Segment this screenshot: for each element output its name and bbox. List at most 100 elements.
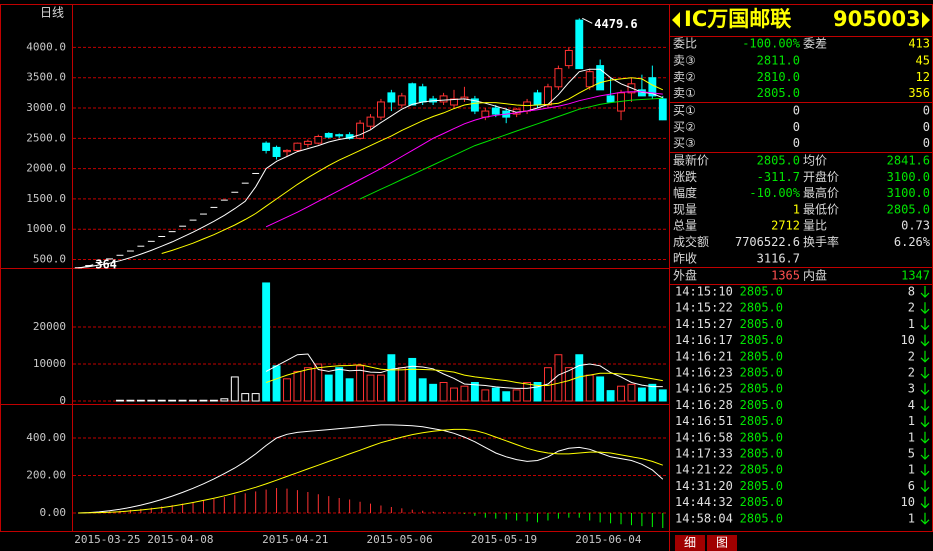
x-tick-label: 2015-05-19: [471, 533, 537, 546]
quote-value: 12: [916, 70, 930, 84]
quote-label: 均价: [803, 154, 827, 168]
volume-bar: [366, 374, 375, 402]
candle-body: [283, 149, 291, 153]
y-tick-label: 4000.0: [26, 40, 66, 53]
volume-bar: [512, 389, 521, 402]
tab-label[interactable]: 图: [716, 536, 728, 550]
candle-body: [272, 146, 281, 157]
quote-label: 换手率: [803, 234, 839, 249]
quote-label: 幅度: [673, 185, 697, 200]
tab-label[interactable]: 细: [684, 536, 696, 550]
tick-price: 2805.0: [740, 511, 783, 525]
volume-bar: [376, 374, 385, 402]
tick-price: 2805.0: [740, 382, 783, 396]
tick-time: 14:17:33: [675, 447, 733, 461]
volume-bar: [585, 374, 594, 402]
quote-value: 0: [923, 104, 930, 118]
quote-value: 2841.6: [887, 154, 930, 168]
candle-body: [314, 136, 323, 144]
tick-time: 14:15:27: [675, 317, 733, 331]
quote-value: 0.73: [901, 219, 930, 233]
quote-title: IC万国邮联: [684, 7, 791, 31]
quote-value: 2810.0: [757, 70, 800, 84]
volume-bar: [209, 399, 218, 402]
volume-bar: [241, 393, 250, 402]
quote-label: 内盘: [803, 268, 827, 283]
tick-time: 14:31:20: [675, 479, 733, 493]
candle-body: [366, 116, 375, 127]
candle-body: [293, 142, 302, 151]
tick-volume: 3: [908, 382, 915, 396]
quote-label: 买③: [673, 136, 696, 150]
candle-body: [564, 49, 573, 67]
candle-body: [585, 71, 594, 88]
y-tick-label: 0.00: [40, 506, 67, 519]
candle-body: [491, 107, 500, 115]
candle-body: [408, 83, 417, 106]
tick-price: 2805.0: [740, 317, 783, 331]
x-tick-label: 2015-05-06: [367, 533, 433, 546]
tick-price: 2805.0: [740, 349, 783, 363]
volume-bar: [502, 391, 511, 402]
tick-volume: 1: [908, 463, 915, 477]
quote-label: 卖①: [673, 86, 696, 100]
tick-price: 2805.0: [740, 398, 783, 412]
quote-label: 涨跌: [673, 169, 697, 184]
line-series: [265, 364, 663, 386]
y-tick-label: 10000: [33, 357, 66, 370]
tick-volume: 6: [908, 479, 915, 493]
line-series: [161, 77, 664, 254]
volume-bar: [283, 378, 291, 402]
quote-value: 356: [908, 86, 930, 100]
tab[interactable]: [675, 535, 705, 551]
prev-arrow[interactable]: [672, 12, 680, 28]
tab[interactable]: [707, 535, 737, 551]
volume-bar: [397, 367, 406, 402]
annotation: 364: [95, 257, 117, 271]
quote-value: 6.26%: [894, 235, 931, 249]
volume-bar: [648, 383, 657, 402]
candle-body: [303, 140, 312, 145]
tick-volume: 1: [908, 430, 915, 444]
tick-time: 14:44:32: [675, 495, 733, 509]
volume-bar: [658, 389, 667, 402]
next-arrow[interactable]: [922, 12, 930, 28]
volume-bar: [418, 378, 427, 402]
quote-value: 1347: [901, 269, 930, 283]
quote-value: 0: [793, 104, 800, 118]
line-series: [359, 97, 663, 200]
candle-body: [418, 86, 427, 103]
line-series: [78, 428, 663, 514]
volume-bar: [230, 376, 239, 402]
annotation: 4479.6: [594, 17, 637, 31]
volume-bar: [314, 363, 323, 402]
tick-volume: 10: [901, 333, 915, 347]
y-tick-label: 0: [59, 394, 66, 407]
quote-label: 委差: [803, 37, 827, 51]
y-tick-label: 3500.0: [26, 71, 66, 84]
volume-bar: [178, 399, 187, 402]
candle-body: [387, 92, 396, 103]
candle-body: [450, 98, 458, 106]
tick-volume: 5: [908, 447, 915, 461]
volume-bar: [627, 383, 636, 402]
quote-code: 905003: [833, 7, 921, 31]
tick-volume: 2: [908, 366, 915, 380]
tick-volume: 1: [908, 511, 915, 525]
quote-label: 最高价: [803, 185, 839, 200]
volume-bar: [199, 399, 208, 402]
quote-label: 外盘: [673, 268, 697, 283]
volume-bar: [262, 282, 271, 402]
x-tick-label: 2015-06-04: [575, 533, 642, 546]
volume-bar: [408, 357, 417, 402]
quote-value: 2805.0: [757, 154, 800, 168]
y-tick-label: 3000.0: [26, 101, 66, 114]
quote-label: 昨收: [673, 251, 697, 265]
volume-bar: [324, 374, 333, 402]
candle-body: [523, 101, 532, 112]
y-tick-label: 400.00: [26, 431, 66, 444]
volume-bar: [481, 389, 490, 402]
tick-arrow: [920, 383, 930, 396]
quote-label: 开盘价: [803, 169, 839, 184]
candle-body: [596, 65, 605, 91]
